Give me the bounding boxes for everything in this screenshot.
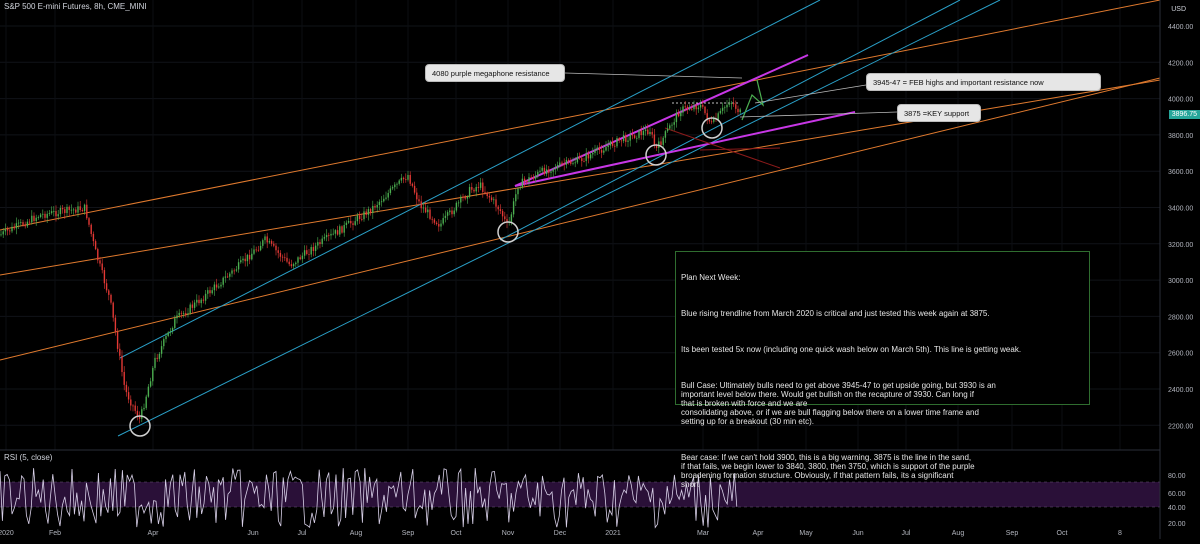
callout-key-support[interactable]: 3875 =KEY support (897, 104, 981, 122)
time-tick-label: Sep (402, 530, 415, 537)
trendlines (0, 0, 1161, 437)
grid-lines (0, 0, 1160, 450)
chart-title: S&P 500 E-mini Futures, 8h, CME_MINI (4, 2, 147, 11)
currency-label: USD (1171, 6, 1186, 13)
rsi-pane[interactable] (0, 449, 1160, 529)
rsi-tick-label: 20.00 (1168, 521, 1186, 528)
price-tick-label: 4000.00 (1168, 97, 1193, 104)
time-tick-label: 8 (1118, 530, 1122, 537)
time-tick-label: Mar (697, 530, 710, 537)
candlesticks (0, 97, 741, 424)
rsi-tick-label: 80.00 (1168, 473, 1186, 480)
time-tick-label: 2021 (605, 530, 621, 537)
time-tick-label: Oct (451, 530, 462, 537)
rsi-tick-label: 40.00 (1168, 505, 1186, 512)
rsi-title: RSI (5, close) (4, 453, 53, 462)
callout-feb-highs[interactable]: 3945-47 = FEB highs and important resist… (866, 73, 1101, 91)
time-tick-label: May (799, 530, 813, 537)
time-tick-label: Feb (49, 530, 61, 537)
time-tick-label: Apr (753, 530, 765, 537)
time-tick-label: 2020 (0, 530, 14, 537)
notes-heading: Plan Next Week: (681, 273, 741, 282)
price-tick-label: 2600.00 (1168, 351, 1193, 358)
price-tick-label: 3000.00 (1168, 278, 1193, 285)
price-tick-label: 3400.00 (1168, 206, 1193, 213)
price-tick-label: 2800.00 (1168, 314, 1193, 321)
price-tick-label: 4200.00 (1168, 60, 1193, 67)
blue-trendline-upper (119, 0, 821, 359)
time-tick-label: Apr (148, 530, 160, 537)
orange-channel-upper (0, 0, 1161, 231)
touch-circle-mar2020 (129, 415, 151, 437)
price-tick-label: 2200.00 (1168, 423, 1193, 430)
notes-paragraph-3: Bull Case: Ultimately bulls need to get … (681, 381, 996, 426)
time-tick-label: Jul (902, 530, 911, 537)
time-tick-label: Aug (350, 530, 363, 537)
time-tick-label: Sep (1006, 530, 1019, 537)
touch-circle-nov2020 (497, 221, 519, 243)
rsi-axis: 80.00 60.00 40.00 20.00 (1168, 473, 1186, 528)
current-price-tag: 3896.75 (1168, 110, 1200, 119)
time-tick-label: Nov (502, 530, 515, 537)
green-projection-arrow (741, 79, 765, 121)
price-tick-label: 2400.00 (1168, 387, 1193, 394)
blue-trendline-3 (499, 0, 961, 241)
time-axis[interactable]: 2020 Feb Apr Jun Jul Aug Sep Oct Nov Dec 2021 Mar Ap… (0, 530, 1122, 537)
price-tick-label: 3600.00 (1168, 169, 1193, 176)
time-tick-label: Jun (247, 530, 258, 537)
touch-circles (129, 117, 723, 437)
blue-trendline-lower (117, 0, 1001, 437)
price-tick-label: 4400.00 (1168, 24, 1193, 31)
red-projection-2 (699, 147, 781, 151)
orange-channel-mid (0, 79, 1161, 276)
time-tick-label: Jun (852, 530, 863, 537)
time-tick-label: Jul (298, 530, 307, 537)
time-tick-label: Dec (554, 530, 567, 537)
callout-connectors (564, 72, 898, 118)
purple-megaphone-lower (514, 111, 856, 187)
touch-circle-feb2021 (645, 144, 667, 166)
rsi-tick-label: 60.00 (1168, 491, 1186, 498)
rsi-line (0, 467, 738, 529)
notes-paragraph-1: Blue rising trendline from March 2020 is… (681, 309, 990, 318)
price-tick-label: 3800.00 (1168, 133, 1193, 140)
red-projection-1 (664, 127, 781, 169)
notes-paragraph-4: Bear case: If we can't hold 3900, this i… (681, 453, 975, 489)
notes-paragraph-2: Its been tested 5x now (including one qu… (681, 345, 1022, 354)
time-tick-label: Oct (1057, 530, 1068, 537)
time-tick-label: Aug (952, 530, 965, 537)
touch-circle-mar2021 (701, 117, 723, 139)
orange-channel-lower (0, 77, 1161, 361)
price-axis[interactable]: 4400.00 4200.00 4000.00 3800.00 3600.00 3400.… (1168, 24, 1193, 430)
price-tick-label: 3200.00 (1168, 242, 1193, 249)
trading-plan-note[interactable]: Plan Next Week: Blue rising trendline fr… (675, 251, 1090, 489)
callout-megaphone[interactable]: 4080 purple megaphone resistance (425, 64, 565, 82)
